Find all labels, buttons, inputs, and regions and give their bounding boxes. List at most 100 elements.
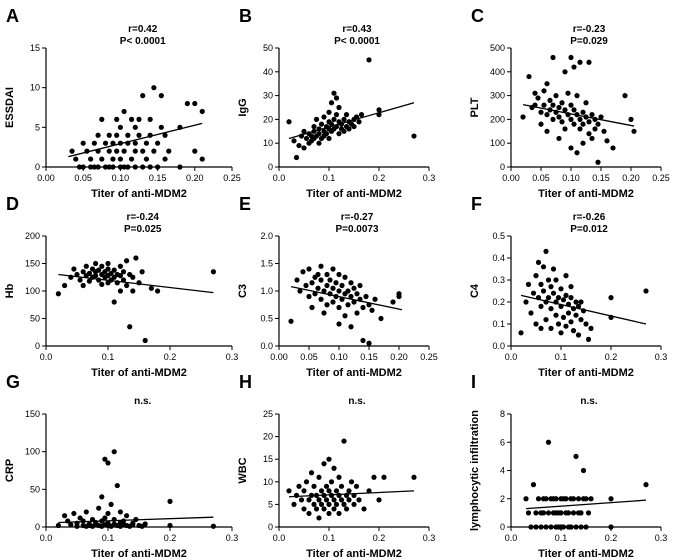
scatter-point	[540, 510, 547, 516]
scatter-point	[538, 281, 544, 287]
scatter-point	[321, 288, 327, 294]
scatter-point	[86, 278, 92, 284]
scatter-point	[548, 284, 554, 290]
regression-line	[525, 499, 647, 510]
scatter-point	[199, 156, 205, 162]
scatter-point	[296, 483, 302, 489]
scatter-point	[331, 90, 337, 96]
scatter-point	[328, 479, 335, 485]
regression-line	[290, 285, 403, 311]
scatter-point	[556, 135, 562, 142]
panel-label-h: H	[239, 372, 252, 392]
panel-label-a: A	[6, 6, 19, 26]
scatter-point	[326, 109, 332, 115]
regression-line	[288, 102, 415, 140]
scatter-point	[532, 90, 538, 96]
scatter-point	[323, 131, 330, 137]
scatter-point	[303, 479, 310, 485]
scatter-point	[142, 521, 148, 527]
scatter-point	[580, 140, 586, 146]
scatter-point	[99, 494, 105, 500]
y-tick-label: 300	[490, 91, 505, 101]
scatter-point	[333, 112, 340, 118]
scatter-point	[533, 524, 539, 530]
scatter-point	[294, 277, 300, 283]
x-tick-label: 0.2	[373, 173, 386, 183]
scatter-point	[124, 282, 130, 289]
scatter-point	[548, 325, 554, 331]
scatter-point	[348, 479, 355, 485]
scatter-point	[518, 330, 524, 336]
scatter-point	[574, 150, 580, 156]
scatter-point	[547, 97, 553, 103]
scatter-point	[125, 132, 131, 138]
scatter-point	[106, 164, 112, 170]
scatter-point	[589, 135, 595, 142]
scatter-point	[343, 112, 350, 118]
scatter-point	[553, 277, 559, 283]
stat-annotation: r=-0.24	[126, 212, 159, 223]
regression-line	[58, 273, 214, 294]
scatter-point	[74, 271, 80, 278]
scatter-point	[315, 271, 321, 278]
scatter-point	[411, 474, 417, 480]
scatter-point	[323, 497, 330, 503]
scatter-point	[577, 126, 583, 132]
scatter-point	[628, 116, 634, 122]
scatter-point	[588, 496, 594, 502]
scatter-point	[315, 285, 321, 291]
scatter-point	[376, 107, 382, 113]
panel-label-d: D	[6, 194, 19, 214]
scatter-point	[577, 116, 583, 122]
scatter-point	[184, 100, 190, 107]
scatter-point	[346, 126, 352, 132]
scatter-point	[530, 290, 537, 296]
scatter-point	[608, 524, 614, 530]
scatter-point	[111, 449, 117, 455]
scatter-point	[598, 114, 604, 120]
scatter-point	[336, 492, 342, 498]
stat-annotation: r=0.42	[128, 24, 158, 35]
scatter-point	[343, 506, 350, 512]
regression-line	[288, 490, 415, 498]
scatter-point	[293, 154, 300, 161]
scatter-point	[545, 439, 552, 445]
y-tick-label: 0	[500, 162, 505, 172]
y-tick-label: 8	[500, 409, 505, 419]
panel-i: I 0.0 0.1 0.2 0.3 0 2 4 6 8 Titer of anti-MDM2 lymp…	[469, 372, 667, 560]
scatter-point	[105, 266, 111, 272]
scatter-point	[556, 114, 562, 120]
scatter-point	[545, 295, 552, 301]
y-tick-label: 0.3	[492, 275, 505, 285]
scatter-point	[558, 330, 564, 336]
scatter-point	[525, 510, 532, 516]
scatter-point	[318, 501, 325, 507]
scatter-point	[328, 100, 335, 106]
scatter-point	[545, 510, 552, 516]
scatter-point	[608, 295, 614, 301]
x-tick-label: 0.20	[186, 173, 204, 183]
scatter-point	[523, 496, 529, 502]
scatter-point	[563, 292, 569, 298]
scatter-point	[321, 114, 327, 120]
scatter-point	[177, 164, 183, 170]
scatter-point	[303, 282, 309, 289]
scatter-point	[341, 116, 347, 122]
y-axis-label: CRP	[4, 459, 16, 482]
scatter-point	[316, 140, 322, 146]
scatter-point	[306, 510, 312, 517]
scatter-point	[108, 501, 114, 507]
scatter-point	[360, 304, 366, 311]
scatter-point	[86, 270, 92, 276]
scatter-point	[411, 133, 417, 139]
scatter-point	[192, 100, 198, 107]
scatter-point	[338, 483, 345, 489]
x-tick-label: 0.25	[652, 173, 670, 183]
scatter-point	[127, 324, 133, 330]
x-axis-label: Titer of anti-MDM2	[91, 188, 187, 200]
scatter-point	[316, 497, 322, 503]
scatter-point	[324, 302, 330, 308]
scatter-point	[562, 107, 568, 113]
scatter-point	[568, 102, 574, 108]
x-axis-label: Titer of anti-MDM2	[538, 188, 634, 200]
